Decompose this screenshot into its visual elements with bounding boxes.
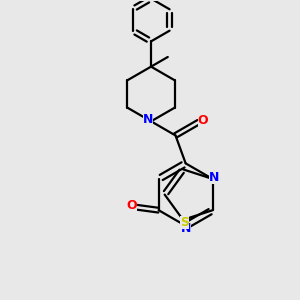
Text: O: O	[198, 114, 208, 127]
Text: O: O	[127, 199, 137, 212]
Text: N: N	[209, 171, 219, 184]
Text: N: N	[181, 222, 191, 235]
Text: S: S	[180, 216, 189, 229]
Text: N: N	[143, 113, 153, 126]
